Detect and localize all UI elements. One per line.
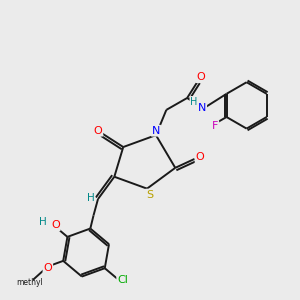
Text: O: O xyxy=(196,152,204,162)
Text: O: O xyxy=(94,126,102,136)
Text: N: N xyxy=(152,126,160,136)
Text: O: O xyxy=(196,72,205,82)
Text: H: H xyxy=(87,193,94,203)
Text: O: O xyxy=(44,263,52,273)
Text: Cl: Cl xyxy=(117,275,128,285)
Text: methyl: methyl xyxy=(16,278,44,287)
Text: F: F xyxy=(212,121,218,131)
Text: N: N xyxy=(198,103,206,113)
Text: H: H xyxy=(190,97,198,107)
Text: H: H xyxy=(39,217,46,227)
Text: S: S xyxy=(146,190,153,200)
Text: O: O xyxy=(51,220,60,230)
